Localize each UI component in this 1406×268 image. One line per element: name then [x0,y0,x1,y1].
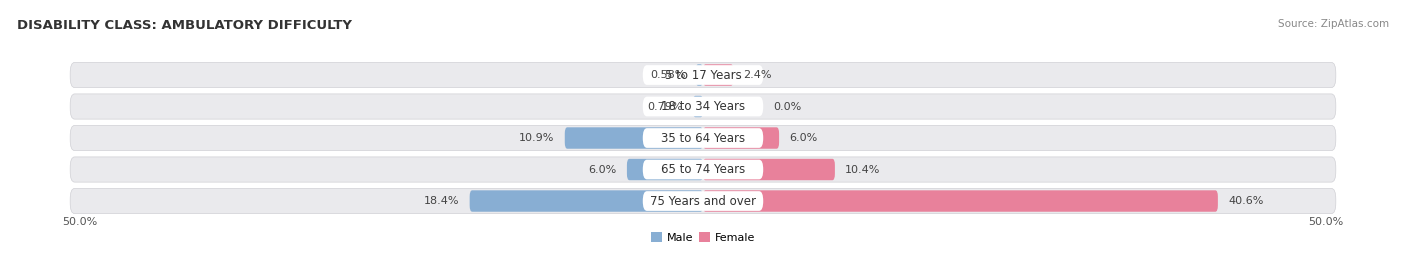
Text: 2.4%: 2.4% [744,70,772,80]
Text: 40.6%: 40.6% [1227,196,1264,206]
FancyBboxPatch shape [643,128,763,148]
Text: 0.0%: 0.0% [773,102,801,111]
FancyBboxPatch shape [696,64,703,86]
FancyBboxPatch shape [693,96,703,117]
Text: 35 to 64 Years: 35 to 64 Years [661,132,745,144]
Text: 18 to 34 Years: 18 to 34 Years [661,100,745,113]
Text: 10.9%: 10.9% [519,133,554,143]
Text: 65 to 74 Years: 65 to 74 Years [661,163,745,176]
Text: 50.0%: 50.0% [63,217,98,228]
FancyBboxPatch shape [70,62,1336,88]
FancyBboxPatch shape [470,190,703,212]
FancyBboxPatch shape [703,127,779,149]
FancyBboxPatch shape [643,160,763,179]
FancyBboxPatch shape [70,157,1336,182]
FancyBboxPatch shape [643,191,763,211]
Text: 6.0%: 6.0% [789,133,817,143]
Text: Source: ZipAtlas.com: Source: ZipAtlas.com [1278,19,1389,29]
Text: 75 Years and over: 75 Years and over [650,195,756,207]
Text: 5 to 17 Years: 5 to 17 Years [665,69,741,81]
FancyBboxPatch shape [70,125,1336,151]
FancyBboxPatch shape [703,64,734,86]
Text: 18.4%: 18.4% [425,196,460,206]
FancyBboxPatch shape [643,97,763,116]
FancyBboxPatch shape [70,94,1336,119]
FancyBboxPatch shape [565,127,703,149]
Text: 10.4%: 10.4% [845,165,880,174]
Text: 6.0%: 6.0% [589,165,617,174]
Text: 50.0%: 50.0% [1308,217,1343,228]
Text: 0.79%: 0.79% [647,102,683,111]
Legend: Male, Female: Male, Female [647,228,759,247]
FancyBboxPatch shape [70,188,1336,214]
FancyBboxPatch shape [703,159,835,180]
Text: DISABILITY CLASS: AMBULATORY DIFFICULTY: DISABILITY CLASS: AMBULATORY DIFFICULTY [17,19,352,32]
FancyBboxPatch shape [643,65,763,85]
FancyBboxPatch shape [703,190,1218,212]
Text: 0.58%: 0.58% [650,70,686,80]
FancyBboxPatch shape [627,159,703,180]
